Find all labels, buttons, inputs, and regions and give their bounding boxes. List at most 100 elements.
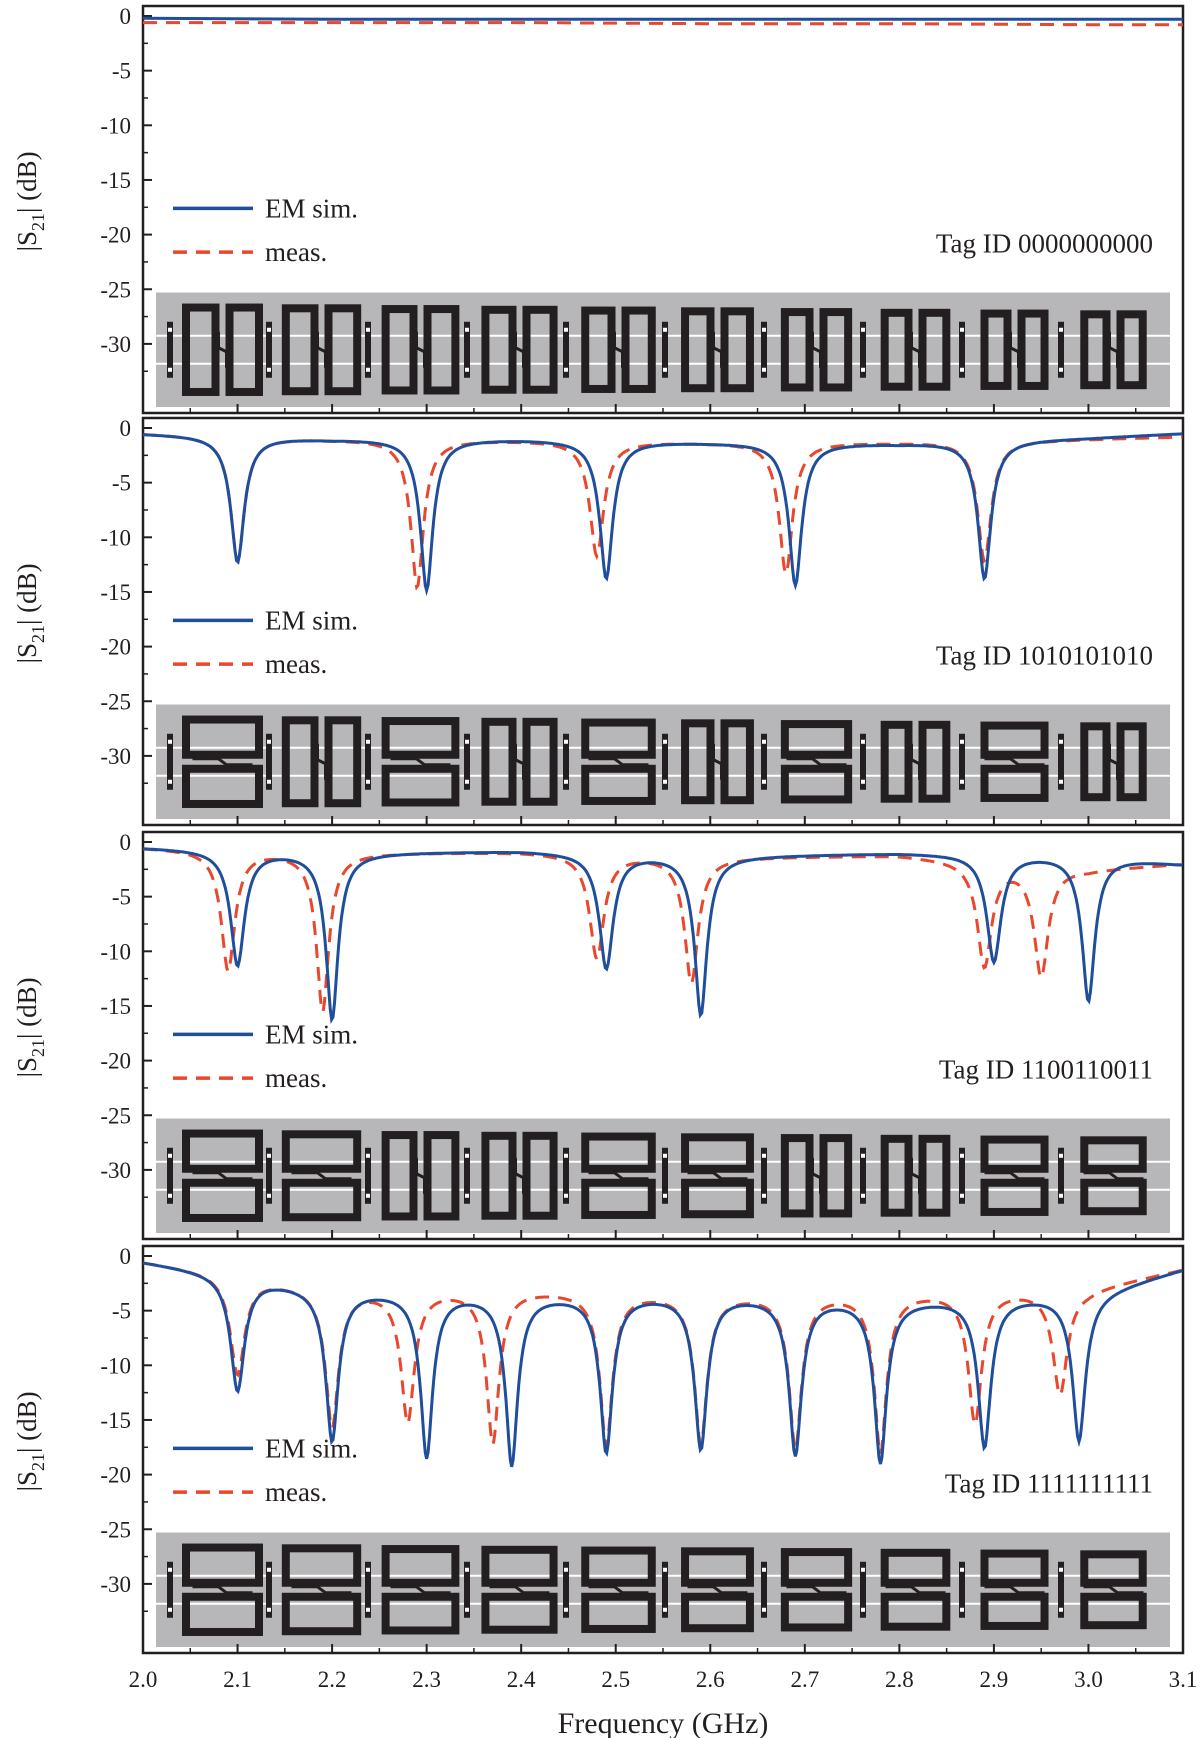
resonator-cell [563, 306, 656, 393]
resonator-cell [464, 717, 558, 806]
tag-id-label: Tag ID 0000000000 [936, 228, 1153, 258]
resonator-cell [167, 1129, 263, 1222]
resonator-cell [959, 1135, 1049, 1216]
resonator-cell [563, 1546, 656, 1633]
y-axis-label: |S21| (dB) [12, 563, 48, 663]
series-line-em-sim [143, 16, 1183, 21]
chart-panel-2: 0 -5 -10 -15 -20 -25 -30 |S21| (dB) EM sim. meas.… [12, 416, 1185, 827]
x-tick-label: 2.5 [601, 1667, 630, 1692]
resonator-cell [365, 305, 460, 395]
series-line-meas [143, 847, 1183, 1016]
y-tick-label: -20 [100, 635, 131, 660]
x-tick-label: 2.0 [129, 1667, 158, 1692]
resonator-cell [662, 1547, 754, 1633]
y-tick-label: -20 [100, 1463, 131, 1488]
y-tick-label: 0 [120, 830, 132, 855]
y-tick-label: -5 [112, 1299, 131, 1324]
resonator-cell [1058, 310, 1147, 390]
x-tick-label: 2.2 [318, 1667, 347, 1692]
y-tick-label: -5 [112, 471, 131, 496]
x-tick-label: 3.1 [1169, 1667, 1198, 1692]
y-tick-label: -5 [112, 885, 131, 910]
resonator-cell [860, 720, 951, 803]
resonator-cell [464, 1545, 558, 1634]
resonator-cell [167, 715, 263, 808]
resonator-cell [464, 1131, 558, 1220]
series-line-meas [143, 1261, 1183, 1455]
resonator-cell [761, 308, 853, 392]
resonator-cell [266, 1130, 362, 1222]
resonator-cell [959, 1549, 1049, 1630]
resonator-cell [167, 303, 263, 396]
tag-id-label: Tag ID 1100110011 [939, 1054, 1153, 1084]
legend-label-em-sim: EM sim. [265, 1433, 358, 1463]
legend-label-meas: meas. [265, 237, 327, 267]
resonator-cell [266, 716, 362, 808]
resonator-cell [266, 1544, 362, 1636]
y-tick-label: -25 [100, 689, 131, 714]
resonator-cell [365, 1545, 460, 1635]
resonator-cell [266, 304, 362, 396]
legend-label-em-sim: EM sim. [265, 193, 358, 223]
resonator-cell [761, 1548, 853, 1632]
chart-panel-1: 0 -5 -10 -15 -20 -25 -30 |S21| (dB) EM sim. meas.… [12, 4, 1185, 415]
chart-panel-3: 0 -5 -10 -15 -20 -25 -30 |S21| (dB) EM sim. meas.… [12, 830, 1185, 1241]
legend-label-em-sim: EM sim. [265, 1019, 358, 1049]
y-tick-label: -25 [100, 1517, 131, 1542]
resonator-cell [1058, 1550, 1147, 1630]
tag-layout-image [156, 1118, 1170, 1233]
resonator-cell [959, 721, 1049, 802]
resonator-cell [1058, 1136, 1147, 1216]
series-line-em-sim [143, 432, 1183, 597]
y-tick-label: -20 [100, 1049, 131, 1074]
x-tick-label: 3.0 [1074, 1667, 1103, 1692]
y-tick-label: -25 [100, 1103, 131, 1128]
y-tick-label: -30 [100, 1158, 131, 1183]
resonator-cell [563, 1132, 656, 1219]
y-tick-label: -10 [100, 113, 131, 138]
resonator-cell [365, 1131, 460, 1221]
legend: EM sim. meas. [173, 605, 358, 679]
y-axis-label: |S21| (dB) [12, 1391, 48, 1491]
tag-id-label: Tag ID 1010101010 [936, 640, 1153, 670]
resonator-cell [860, 1548, 951, 1631]
tag-layout-image [156, 1532, 1170, 1647]
legend-label-em-sim: EM sim. [265, 605, 358, 635]
series-line-meas [143, 21, 1183, 27]
resonator-cell [464, 305, 558, 394]
x-axis-ticks: 2.0 2.1 2.2 2.3 2.4 2.5 2.6 2.7 2.8 2.9 3.0 3.1 [129, 1667, 1198, 1692]
resonator-cell [662, 1133, 754, 1219]
series-line-em-sim [143, 1261, 1183, 1468]
series-line-em-sim [143, 847, 1183, 1025]
y-tick-label: 0 [120, 4, 132, 29]
x-tick-label: 2.7 [790, 1667, 819, 1692]
resonator-cell [860, 1134, 951, 1217]
x-tick-label: 2.4 [507, 1667, 536, 1692]
tag-layout-image [156, 292, 1170, 407]
y-tick-label: 0 [120, 1244, 132, 1269]
tag-layout-image [156, 704, 1170, 819]
resonator-cell [761, 1134, 853, 1218]
y-tick-label: -15 [100, 994, 131, 1019]
resonator-cell [365, 717, 460, 807]
x-tick-label: 2.1 [223, 1667, 252, 1692]
y-tick-label: -10 [100, 939, 131, 964]
y-tick-label: -15 [100, 580, 131, 605]
resonator-cell [1058, 722, 1147, 802]
resonator-cell [860, 308, 951, 391]
resonator-cell [761, 720, 853, 804]
resonator-cell [662, 719, 754, 805]
x-tick-label: 2.6 [696, 1667, 725, 1692]
y-tick-label: -25 [100, 277, 131, 302]
y-tick-label: -15 [100, 1408, 131, 1433]
resonator-cell [563, 718, 656, 805]
tag-id-label: Tag ID 1111111111 [945, 1468, 1153, 1498]
panels: 0 -5 -10 -15 -20 -25 -30 |S21| (dB) EM sim. meas.… [12, 4, 1185, 1655]
resonator-cell [662, 307, 754, 393]
x-tick-label: 2.9 [980, 1667, 1009, 1692]
resonator-cell [959, 309, 1049, 390]
y-tick-label: -30 [100, 744, 131, 769]
y-tick-label: -15 [100, 168, 131, 193]
y-tick-label: -30 [100, 1572, 131, 1597]
